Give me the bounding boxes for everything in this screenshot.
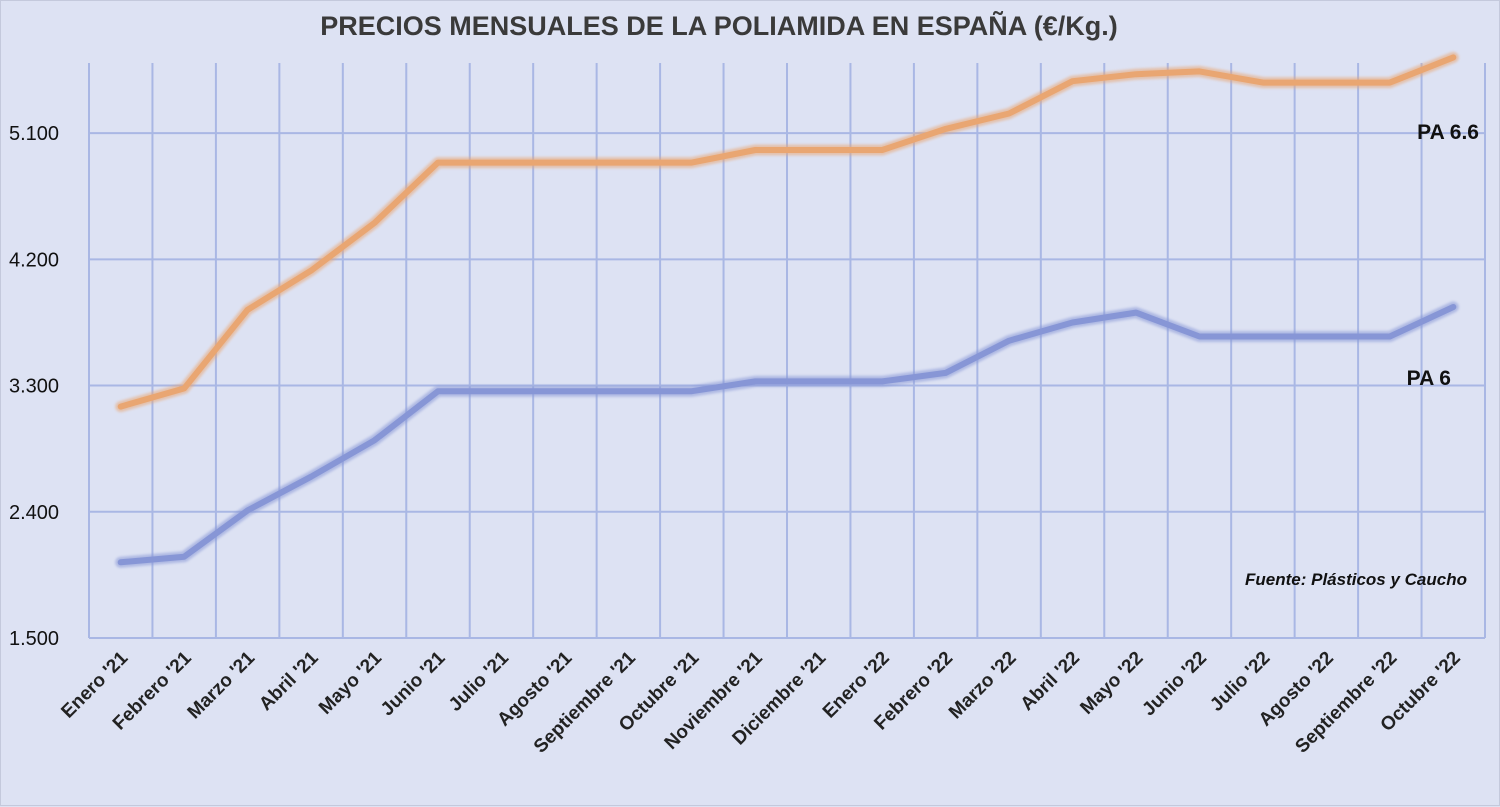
- series-line: [117, 304, 1457, 566]
- series-label-pa66: PA 6.6: [1417, 121, 1479, 144]
- x-tick-label: Junio '21: [377, 647, 450, 720]
- series-pa66: [115, 51, 1459, 413]
- series-pa6: [115, 301, 1459, 568]
- y-axis-ticks: 1.500 2.400 3.300 4.200 5.100: [9, 123, 59, 650]
- y-tick-label: 5.100: [9, 123, 59, 145]
- x-tick-label: Mayo '22: [1076, 648, 1147, 719]
- source-note: Fuente: Plásticos y Caucho: [1245, 570, 1467, 589]
- y-tick-label: 3.300: [9, 376, 59, 398]
- series-layer: [115, 51, 1459, 568]
- y-tick-label: 4.200: [9, 249, 59, 271]
- y-tick-label: 1.500: [9, 628, 59, 650]
- series-label-pa6: PA 6: [1407, 367, 1451, 390]
- y-tick-label: 2.400: [9, 502, 59, 524]
- x-tick-label: Junio '22: [1138, 648, 1211, 721]
- x-tick-label: Mayo '21: [315, 647, 386, 718]
- x-tick-label: Abril '21: [255, 647, 323, 715]
- series-line: [117, 54, 1457, 410]
- x-tick-label: Abril '22: [1017, 648, 1084, 715]
- x-tick-label: Marzo '22: [945, 648, 1021, 724]
- x-tick-label: Marzo '21: [184, 647, 260, 723]
- chart-title: PRECIOS MENSUALES DE LA POLIAMIDA EN ESP…: [320, 10, 1118, 41]
